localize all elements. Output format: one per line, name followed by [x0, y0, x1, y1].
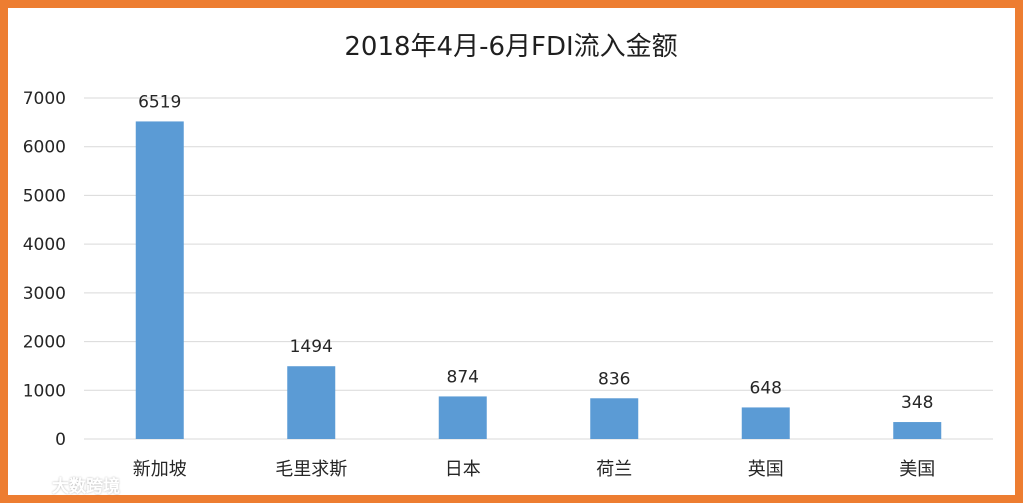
y-axis-ticks: 0 1000 2000 3000 4000 5000 6000 7000 [23, 89, 66, 450]
bars [135, 121, 942, 439]
data-label: 6519 [138, 92, 181, 112]
y-tick-label: 2000 [23, 333, 66, 353]
data-label: 1494 [290, 337, 333, 357]
data-label: 348 [901, 393, 933, 413]
watermark-logo-icon [12, 476, 43, 493]
data-label: 874 [447, 367, 479, 387]
bar [438, 396, 487, 439]
x-category-label: 新加坡 [133, 459, 187, 480]
grid-lines [84, 97, 993, 440]
bar [590, 398, 639, 439]
y-tick-label: 4000 [23, 235, 66, 255]
x-category-label: 美国 [899, 459, 935, 480]
y-tick-label: 3000 [23, 284, 66, 304]
watermark: 大数跨境 [12, 472, 120, 497]
data-labels: 6519 1494 874 836 648 348 [138, 92, 933, 413]
bar [287, 366, 336, 439]
x-category-label: 荷兰 [596, 459, 632, 480]
y-tick-label: 5000 [23, 186, 66, 206]
y-tick-label: 1000 [23, 381, 66, 401]
x-category-label: 日本 [445, 459, 481, 480]
x-category-label: 毛里求斯 [275, 459, 347, 480]
bar [893, 422, 942, 439]
x-category-label: 英国 [748, 459, 784, 480]
y-tick-label: 7000 [23, 89, 66, 109]
bar [135, 121, 184, 439]
y-tick-label: 6000 [23, 138, 66, 158]
watermark-text: 大数跨境 [52, 477, 120, 497]
data-label: 648 [750, 378, 782, 398]
x-axis-categories: 新加坡 毛里求斯 日本 荷兰 英国 美国 [133, 459, 936, 480]
data-label: 836 [598, 369, 630, 389]
y-tick-label: 0 [55, 430, 66, 450]
chart-title: 2018年4月-6月FDI流入金额 [344, 32, 677, 62]
bar [741, 407, 790, 439]
